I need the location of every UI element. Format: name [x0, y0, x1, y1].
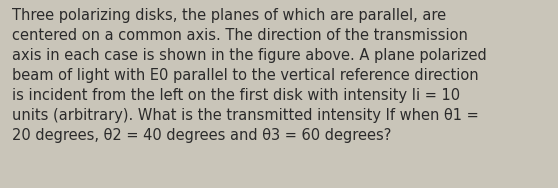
- Text: Three polarizing disks, the planes of which are parallel, are
centered on a comm: Three polarizing disks, the planes of wh…: [12, 8, 487, 143]
